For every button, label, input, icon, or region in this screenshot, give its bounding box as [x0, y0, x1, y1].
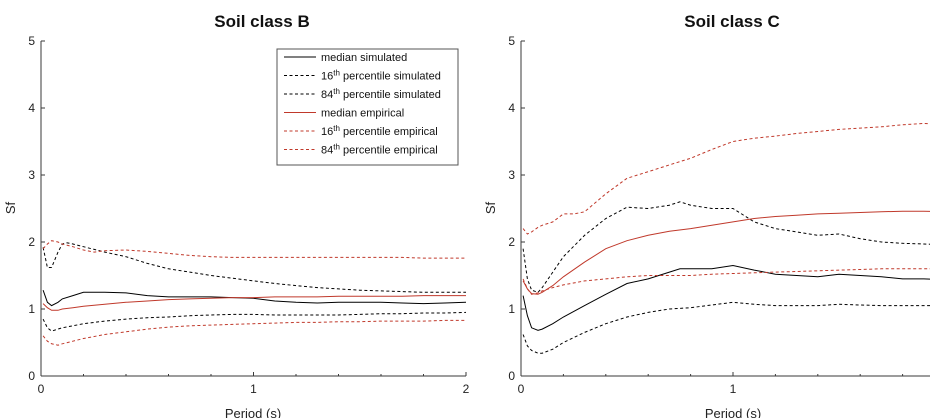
y-tick-label: 3	[508, 168, 515, 182]
series-line-0	[42, 290, 466, 307]
series-line-5	[522, 122, 930, 235]
y-axis-label: Sf	[3, 201, 18, 214]
plot-area: 0 1 2 3 4 5 0 1 2	[28, 34, 469, 396]
legend-superscript: th	[333, 69, 340, 78]
legend-entry-label: 16th percentile empirical	[321, 124, 438, 138]
series-line-4	[522, 268, 930, 295]
legend-entry-label: median empirical	[321, 108, 404, 120]
x-axis-label: Period (s)	[705, 406, 761, 418]
series-line-1	[42, 311, 466, 332]
series-line-1	[522, 301, 930, 354]
chart-title: Soil class C	[684, 12, 779, 31]
series-line-2	[42, 242, 466, 293]
plot-area: 0 1 2 3 4 5 0 1	[508, 34, 930, 396]
legend-text: 84	[321, 89, 333, 101]
series-line-4	[42, 319, 466, 346]
chart-title: Soil class B	[214, 12, 309, 31]
legend-text: percentile empirical	[340, 145, 438, 157]
x-tick-label: 0	[38, 382, 45, 396]
legend-text: percentile empirical	[340, 126, 438, 138]
series-line-5	[42, 240, 466, 259]
series-line-3	[522, 210, 930, 295]
legend-superscript: th	[333, 87, 340, 96]
series-line-0	[522, 264, 930, 331]
legend-text: 16	[321, 126, 333, 138]
y-tick-label: 3	[28, 168, 35, 182]
y-tick-label: 2	[28, 235, 35, 249]
legend-box	[276, 48, 459, 166]
chart-panel-soil-class-c: Soil class C Sf Period (s) 0 1 2 3 4 5 0 1	[483, 12, 930, 418]
legend-text: median empirical	[321, 108, 404, 120]
x-tick-label: 1	[730, 382, 737, 396]
legend-text: 84	[321, 145, 333, 157]
y-tick-label: 1	[508, 302, 515, 316]
series-line-3	[42, 295, 466, 311]
legend-text: median simulated	[321, 52, 407, 64]
y-tick-label: 4	[28, 101, 35, 115]
legend-entry-label: 84th percentile empirical	[321, 143, 438, 157]
x-tick-label: 0	[518, 382, 525, 396]
y-tick-label: 5	[28, 34, 35, 48]
x-axis-label: Period (s)	[225, 406, 281, 418]
y-tick-label: 4	[508, 101, 515, 115]
y-tick-label: 5	[508, 34, 515, 48]
legend-superscript: th	[333, 143, 340, 152]
y-tick-label: 1	[28, 302, 35, 316]
y-axis-label: Sf	[483, 201, 498, 214]
legend-entry-label: 16th percentile simulated	[321, 69, 441, 83]
x-tick-label: 2	[463, 382, 470, 396]
y-tick-label: 2	[508, 235, 515, 249]
y-tick-label: 0	[508, 369, 515, 383]
series-line-2	[522, 201, 930, 293]
legend-text: percentile simulated	[340, 71, 441, 83]
x-tick-label: 1	[250, 382, 257, 396]
legend-superscript: th	[333, 124, 340, 133]
legend-entry-label: 84th percentile simulated	[321, 87, 441, 101]
legend-text: percentile simulated	[340, 89, 441, 101]
y-tick-label: 0	[28, 369, 35, 383]
legend-entry-label: median simulated	[321, 52, 407, 64]
chart-panel-soil-class-b: Soil class B Sf Period (s) 0 1 2 3 4 5 0 1 2 med…	[3, 12, 470, 418]
legend-text: 16	[321, 71, 333, 83]
